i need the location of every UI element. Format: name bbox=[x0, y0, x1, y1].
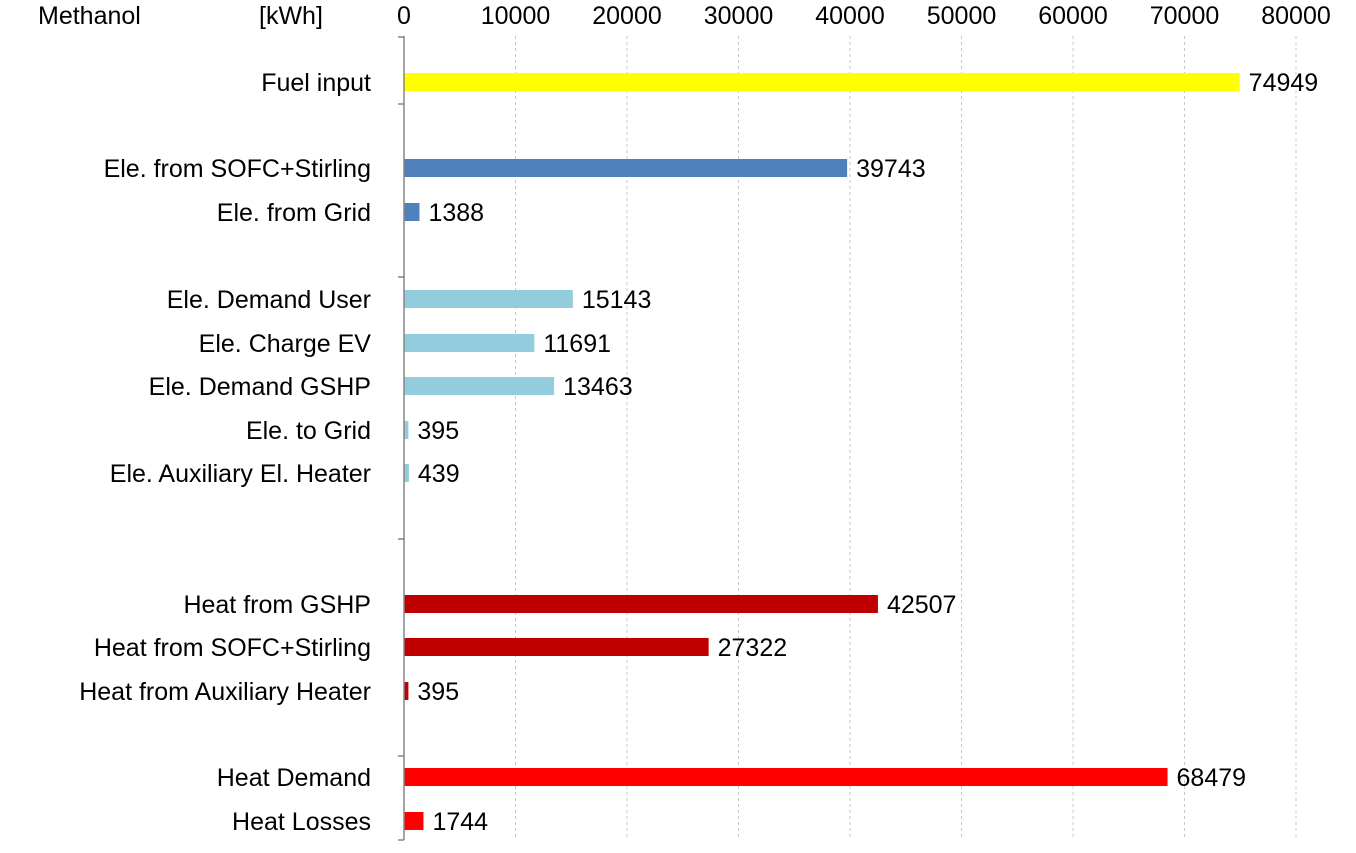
x-tick-label: 30000 bbox=[704, 2, 774, 30]
bar bbox=[404, 334, 535, 352]
bar bbox=[404, 768, 1168, 786]
data-label: 68479 bbox=[1177, 764, 1247, 792]
category-labels: Fuel input Ele. from SOFC+Stirling Ele. fr… bbox=[79, 69, 371, 836]
bar bbox=[404, 421, 409, 439]
x-tick-label: 40000 bbox=[815, 2, 885, 30]
category-label: Ele. Auxiliary El. Heater bbox=[110, 460, 371, 488]
data-label: 27322 bbox=[718, 634, 788, 662]
x-tick-label: 20000 bbox=[592, 2, 662, 30]
data-label: 11691 bbox=[543, 330, 611, 358]
x-tick-label: 0 bbox=[397, 2, 411, 30]
bar bbox=[404, 203, 420, 221]
data-labels: 74949 39743 1388 15143 11691 13463 395 439 42507… bbox=[417, 69, 1318, 836]
category-label: Heat from GSHP bbox=[183, 591, 371, 619]
data-label: 439 bbox=[418, 460, 460, 488]
fuel-type-label: Methanol bbox=[38, 2, 141, 30]
data-label: 13463 bbox=[563, 373, 633, 401]
category-label: Ele. Demand User bbox=[167, 286, 371, 314]
category-label: Ele. Demand GSHP bbox=[149, 373, 371, 401]
bar bbox=[404, 290, 573, 308]
data-label: 395 bbox=[417, 417, 459, 445]
bars bbox=[404, 73, 1240, 830]
category-label: Heat Demand bbox=[217, 764, 371, 792]
category-label: Ele. from SOFC+Stirling bbox=[104, 155, 371, 183]
bar bbox=[404, 812, 424, 830]
bar bbox=[404, 73, 1240, 91]
data-label: 74949 bbox=[1249, 69, 1319, 97]
x-tick-label: 10000 bbox=[481, 2, 551, 30]
x-axis-tick-labels: 0 10000 20000 30000 40000 50000 60000 70000 8000… bbox=[397, 2, 1331, 30]
y-axis bbox=[398, 36, 405, 841]
unit-label: [kWh] bbox=[259, 2, 323, 30]
bar bbox=[404, 682, 409, 700]
category-label: Fuel input bbox=[261, 69, 371, 97]
category-label: Ele. Charge EV bbox=[199, 330, 372, 358]
bar bbox=[404, 638, 709, 656]
data-label: 15143 bbox=[582, 286, 652, 314]
bar bbox=[404, 377, 555, 395]
category-label: Heat from Auxiliary Heater bbox=[79, 678, 371, 706]
category-label: Heat Losses bbox=[232, 808, 371, 836]
data-label: 39743 bbox=[856, 155, 926, 183]
data-label: 1388 bbox=[428, 199, 484, 227]
bar bbox=[404, 595, 878, 613]
x-tick-label: 60000 bbox=[1038, 2, 1108, 30]
x-tick-label: 80000 bbox=[1261, 2, 1331, 30]
bar bbox=[404, 464, 409, 482]
x-tick-label: 50000 bbox=[927, 2, 997, 30]
category-label: Ele. to Grid bbox=[246, 417, 371, 445]
data-label: 42507 bbox=[887, 591, 957, 619]
data-label: 1744 bbox=[432, 808, 488, 836]
x-tick-label: 70000 bbox=[1150, 2, 1220, 30]
data-label: 395 bbox=[417, 678, 459, 706]
bar bbox=[404, 159, 848, 177]
category-label: Heat from SOFC+Stirling bbox=[94, 634, 371, 662]
category-label: Ele. from Grid bbox=[217, 199, 371, 227]
